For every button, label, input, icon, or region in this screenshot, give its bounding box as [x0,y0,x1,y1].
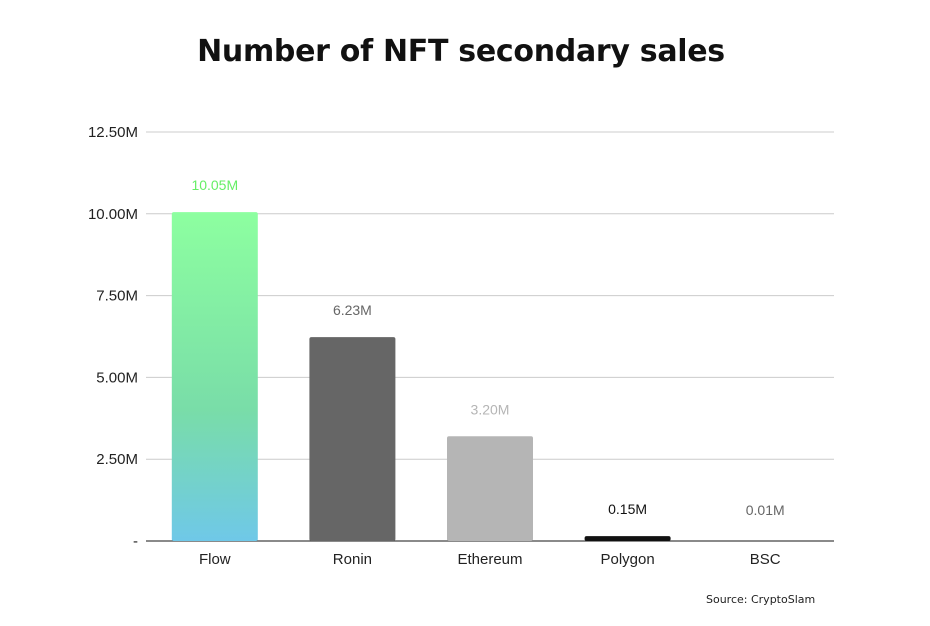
source-note: Source: CryptoSlam [706,593,816,606]
category-label-bsc: BSC [750,551,781,568]
y-tick-label: 10.00M [88,206,138,223]
category-label-polygon: Polygon [600,551,654,568]
bar-polygon [584,536,671,541]
y-tick-label: 2.50M [96,451,138,468]
data-label-polygon: 0.15M [608,501,647,517]
category-label-flow: Flow [199,551,231,568]
data-label-ethereum: 3.20M [471,401,510,417]
data-label-bsc: 0.01M [746,502,785,518]
data-label-flow: 10.05M [191,177,238,193]
category-label-ronin: Ronin [333,551,372,568]
y-tick-label: 5.00M [96,369,138,386]
data-labels: 10.05M 6.23M 3.20M 0.15M 0.01M [191,177,784,518]
bar-ronin [309,337,396,541]
y-tick-label: 12.50M [88,124,138,141]
bars [171,212,671,541]
category-label-ethereum: Ethereum [457,551,522,568]
bar-flow [171,212,258,541]
category-labels: Flow Ronin Ethereum Polygon BSC [199,551,781,568]
bar-ethereum [447,436,533,541]
chart-title: Number of NFT secondary sales [197,34,725,69]
y-tick-label: - [133,533,138,550]
y-axis-ticks: - 2.50M 5.00M 7.50M 10.00M 12.50M [88,124,138,550]
data-label-ronin: 6.23M [333,302,372,318]
y-tick-label: 7.50M [96,288,138,305]
